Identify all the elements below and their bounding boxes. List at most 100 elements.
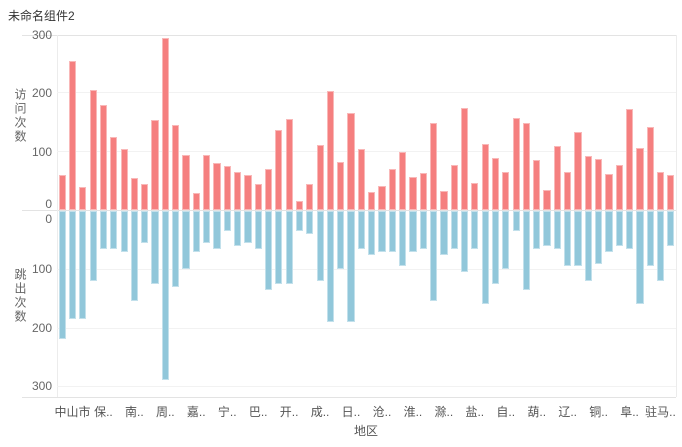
visits-bar[interactable] xyxy=(522,122,531,210)
bounce-bar[interactable] xyxy=(595,211,603,264)
visits-bar[interactable] xyxy=(543,190,551,210)
bounce-bar[interactable] xyxy=(481,211,489,305)
visits-bar[interactable] xyxy=(368,191,376,210)
bounce-bar[interactable] xyxy=(326,211,335,322)
visits-bar[interactable] xyxy=(646,127,654,210)
bounce-bar[interactable] xyxy=(68,211,77,319)
bounce-bar[interactable] xyxy=(306,211,314,235)
bounce-bar[interactable] xyxy=(512,211,520,232)
bounce-bar[interactable] xyxy=(337,211,345,270)
bounce-bar[interactable] xyxy=(543,211,551,246)
bounce-bar[interactable] xyxy=(347,211,355,322)
visits-bar[interactable] xyxy=(151,119,159,210)
visits-bar[interactable] xyxy=(636,147,644,210)
bounce-bar[interactable] xyxy=(574,211,582,267)
visits-bar[interactable] xyxy=(357,149,365,210)
visits-bar[interactable] xyxy=(264,169,273,210)
visits-bar[interactable] xyxy=(233,172,242,210)
visits-bar[interactable] xyxy=(430,122,438,210)
visits-bar[interactable] xyxy=(254,183,262,210)
visits-bar[interactable] xyxy=(460,107,469,210)
bounce-bar[interactable] xyxy=(430,211,438,302)
visits-bar[interactable] xyxy=(481,144,489,210)
visits-bar[interactable] xyxy=(626,109,634,210)
visits-bar[interactable] xyxy=(491,157,500,210)
bounce-bar[interactable] xyxy=(161,211,169,381)
bounce-bar[interactable] xyxy=(533,211,541,249)
visits-bar[interactable] xyxy=(378,185,386,210)
visits-bar[interactable] xyxy=(326,91,335,210)
visits-bar[interactable] xyxy=(141,183,149,210)
bounce-bar[interactable] xyxy=(399,211,407,267)
bounce-bar[interactable] xyxy=(58,211,66,340)
visits-bar[interactable] xyxy=(275,130,283,210)
bounce-bar[interactable] xyxy=(626,211,634,249)
bounce-bar[interactable] xyxy=(440,211,448,255)
visits-bar[interactable] xyxy=(409,176,417,210)
bounce-bar[interactable] xyxy=(110,211,118,249)
bounce-bar[interactable] xyxy=(223,211,231,232)
bounce-bar[interactable] xyxy=(553,211,561,249)
visits-bar[interactable] xyxy=(419,172,427,210)
bounce-bar[interactable] xyxy=(419,211,427,249)
visits-bar[interactable] xyxy=(667,175,675,210)
bounce-bar[interactable] xyxy=(522,211,531,290)
visits-bar[interactable] xyxy=(295,201,304,210)
bounce-bar[interactable] xyxy=(646,211,654,267)
visits-bar[interactable] xyxy=(89,90,97,210)
bounce-bar[interactable] xyxy=(605,211,613,252)
visits-bar[interactable] xyxy=(110,137,118,210)
bounce-bar[interactable] xyxy=(667,211,675,246)
visits-bar[interactable] xyxy=(615,165,623,210)
visits-bar[interactable] xyxy=(399,151,407,210)
bounce-bar[interactable] xyxy=(79,211,87,319)
visits-bar[interactable] xyxy=(595,159,603,210)
bounce-bar[interactable] xyxy=(409,211,417,252)
bounce-bar[interactable] xyxy=(491,211,500,284)
visits-bar[interactable] xyxy=(656,172,665,210)
visits-bar[interactable] xyxy=(68,61,77,210)
visits-bar[interactable] xyxy=(512,117,520,210)
bounce-bar[interactable] xyxy=(275,211,283,284)
visits-bar[interactable] xyxy=(450,164,458,210)
visits-bar[interactable] xyxy=(574,132,582,210)
visits-bar[interactable] xyxy=(306,184,314,210)
bounce-bar[interactable] xyxy=(357,211,365,249)
bounce-bar[interactable] xyxy=(203,211,211,244)
visits-bar[interactable] xyxy=(502,171,510,210)
visits-bar[interactable] xyxy=(285,119,293,210)
bounce-bar[interactable] xyxy=(141,211,149,244)
bounce-bar[interactable] xyxy=(636,211,644,305)
bounce-bar[interactable] xyxy=(285,211,293,284)
bounce-bar[interactable] xyxy=(316,211,324,281)
bounce-bar[interactable] xyxy=(99,211,108,249)
visits-bar[interactable] xyxy=(533,159,541,210)
visits-bar[interactable] xyxy=(213,163,221,210)
bounce-bar[interactable] xyxy=(120,211,128,252)
visits-bar[interactable] xyxy=(120,148,128,210)
bounce-bar[interactable] xyxy=(460,211,469,273)
bounce-bar[interactable] xyxy=(192,211,200,252)
bounce-bar[interactable] xyxy=(254,211,262,249)
bounce-bar[interactable] xyxy=(182,211,190,270)
visits-bar[interactable] xyxy=(223,166,231,210)
bounce-bar[interactable] xyxy=(656,211,665,281)
visits-bar[interactable] xyxy=(99,105,108,210)
visits-bar[interactable] xyxy=(553,145,561,210)
bounce-bar[interactable] xyxy=(471,211,479,249)
bounce-bar[interactable] xyxy=(584,211,592,281)
visits-bar[interactable] xyxy=(388,169,396,210)
visits-bar[interactable] xyxy=(337,162,345,210)
visits-bar[interactable] xyxy=(203,154,211,210)
bounce-bar[interactable] xyxy=(89,211,97,281)
bounce-bar[interactable] xyxy=(564,211,572,267)
bounce-bar[interactable] xyxy=(615,211,623,246)
visits-bar[interactable] xyxy=(182,154,190,210)
visits-bar[interactable] xyxy=(347,112,355,210)
bounce-bar[interactable] xyxy=(450,211,458,249)
visits-bar[interactable] xyxy=(192,192,200,210)
bounce-bar[interactable] xyxy=(172,211,180,287)
bounce-bar[interactable] xyxy=(151,211,159,284)
bounce-bar[interactable] xyxy=(244,211,252,244)
bounce-bar[interactable] xyxy=(295,211,304,232)
